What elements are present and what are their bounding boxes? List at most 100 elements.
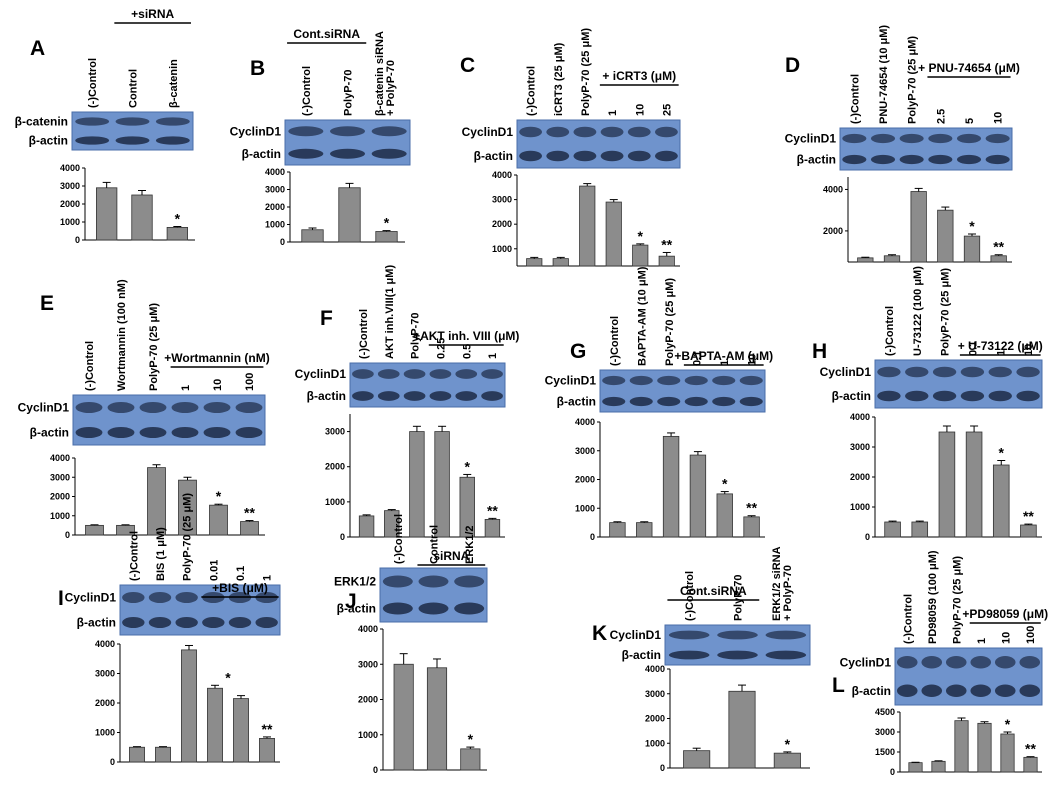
blot-band	[122, 617, 145, 628]
blot-band	[107, 427, 135, 438]
bar	[259, 738, 275, 763]
blot-band	[115, 136, 150, 145]
significance-marker: *	[465, 458, 471, 474]
bar	[636, 522, 653, 538]
blot-band	[148, 592, 172, 603]
blot-band	[371, 126, 407, 137]
panel-letter: I	[58, 587, 64, 610]
blot	[839, 127, 1013, 171]
blot-band	[481, 369, 503, 379]
blot-band	[921, 655, 943, 669]
y-tick-label: 2000	[325, 462, 345, 472]
blot-band	[429, 391, 452, 401]
lane-label: 5	[964, 118, 976, 124]
blot-band	[945, 684, 967, 698]
lane-label: 1	[719, 360, 731, 366]
blot-band	[377, 369, 400, 379]
group-label: +Wortmannin (nM)	[164, 351, 269, 365]
y-tick-label: 3000	[60, 181, 80, 191]
blot-label: β-actin	[29, 134, 68, 148]
blot-band	[454, 602, 485, 615]
group-label: Cont.siRNA	[680, 584, 747, 598]
blot-label: β-actin	[474, 149, 513, 163]
group-label: +siRNA	[131, 7, 174, 21]
blot-band	[455, 391, 478, 401]
blot-band	[600, 150, 624, 162]
significance-marker: *	[384, 215, 390, 231]
blot	[874, 359, 1043, 409]
bar	[96, 187, 118, 241]
blot-band	[203, 402, 231, 413]
bar	[965, 431, 983, 538]
panel-letter: C	[460, 54, 475, 77]
significance-marker: *	[175, 211, 181, 227]
lane-label: ERK1/2 siRNA+ PolyP-70	[771, 546, 794, 621]
y-tick-label: 2000	[850, 472, 870, 482]
bar	[393, 663, 414, 771]
significance-marker: **	[262, 721, 273, 737]
bar	[937, 209, 954, 263]
blot-label: β-catenin	[15, 115, 68, 129]
lane-label: 1	[976, 638, 988, 644]
blot-label: CyclinD1	[840, 655, 892, 669]
blot-label: CyclinD1	[230, 124, 282, 138]
lane-label: (-)Control	[884, 306, 896, 356]
blot-band	[171, 427, 199, 438]
bar	[552, 258, 569, 267]
lane-label: PNU-74654 (10 μM)	[878, 25, 890, 124]
bar	[910, 191, 927, 263]
blot-band	[870, 154, 896, 165]
lane-label: AKT inh.VIII(1 μM)	[384, 265, 396, 359]
significance-marker: **	[993, 239, 1004, 255]
blot-band	[148, 617, 172, 628]
y-tick-label: 1000	[50, 511, 70, 521]
significance-marker: **	[746, 500, 757, 516]
blot-label: CyclinD1	[545, 374, 597, 388]
group-label: +BAPTA-AM (μM)	[674, 349, 773, 363]
blot-band	[932, 366, 957, 378]
blot-band	[668, 630, 710, 640]
bar	[1000, 733, 1015, 773]
bar	[990, 255, 1007, 263]
y-tick-label: 1000	[575, 503, 595, 513]
y-tick-label: 3000	[95, 669, 115, 679]
lane-label: PolyP-70 (25 μM)	[664, 278, 676, 366]
bar	[1023, 756, 1038, 773]
y-tick-label: 0	[75, 235, 80, 245]
blot-band	[288, 148, 324, 159]
bar	[658, 255, 675, 267]
blot-band	[403, 391, 426, 401]
blot-band	[202, 617, 225, 628]
blot-band	[877, 366, 901, 378]
bar	[938, 431, 956, 538]
blot-band	[139, 402, 167, 413]
blot-band	[481, 391, 503, 401]
lane-label: PolyP-70 (25 μM)	[182, 493, 194, 581]
significance-marker: **	[661, 236, 672, 252]
blot-label: β-actin	[852, 684, 891, 698]
y-tick-label: 3000	[265, 185, 285, 195]
blot-band	[371, 148, 407, 159]
blot-band	[175, 592, 198, 603]
blot-band	[454, 575, 485, 588]
bar	[609, 522, 626, 538]
blot-band	[155, 117, 190, 126]
blot	[599, 369, 766, 413]
bar	[460, 748, 481, 771]
blot-band	[905, 390, 929, 402]
blot-band	[765, 630, 807, 640]
blot-label: β-actin	[622, 648, 661, 662]
y-tick-label: 0	[373, 765, 378, 775]
blot-band	[573, 126, 597, 138]
lane-label: (-)Control	[849, 74, 861, 124]
y-tick-label: 2000	[645, 714, 665, 724]
blot-band	[960, 366, 985, 378]
lane-label: β-catenin	[168, 59, 180, 108]
blot-band	[255, 617, 278, 628]
blot-band	[429, 369, 452, 379]
lane-label: ERK1/2	[464, 525, 476, 564]
bar	[728, 690, 756, 769]
blot-band	[684, 375, 708, 386]
blot-label: β-actin	[307, 389, 346, 403]
